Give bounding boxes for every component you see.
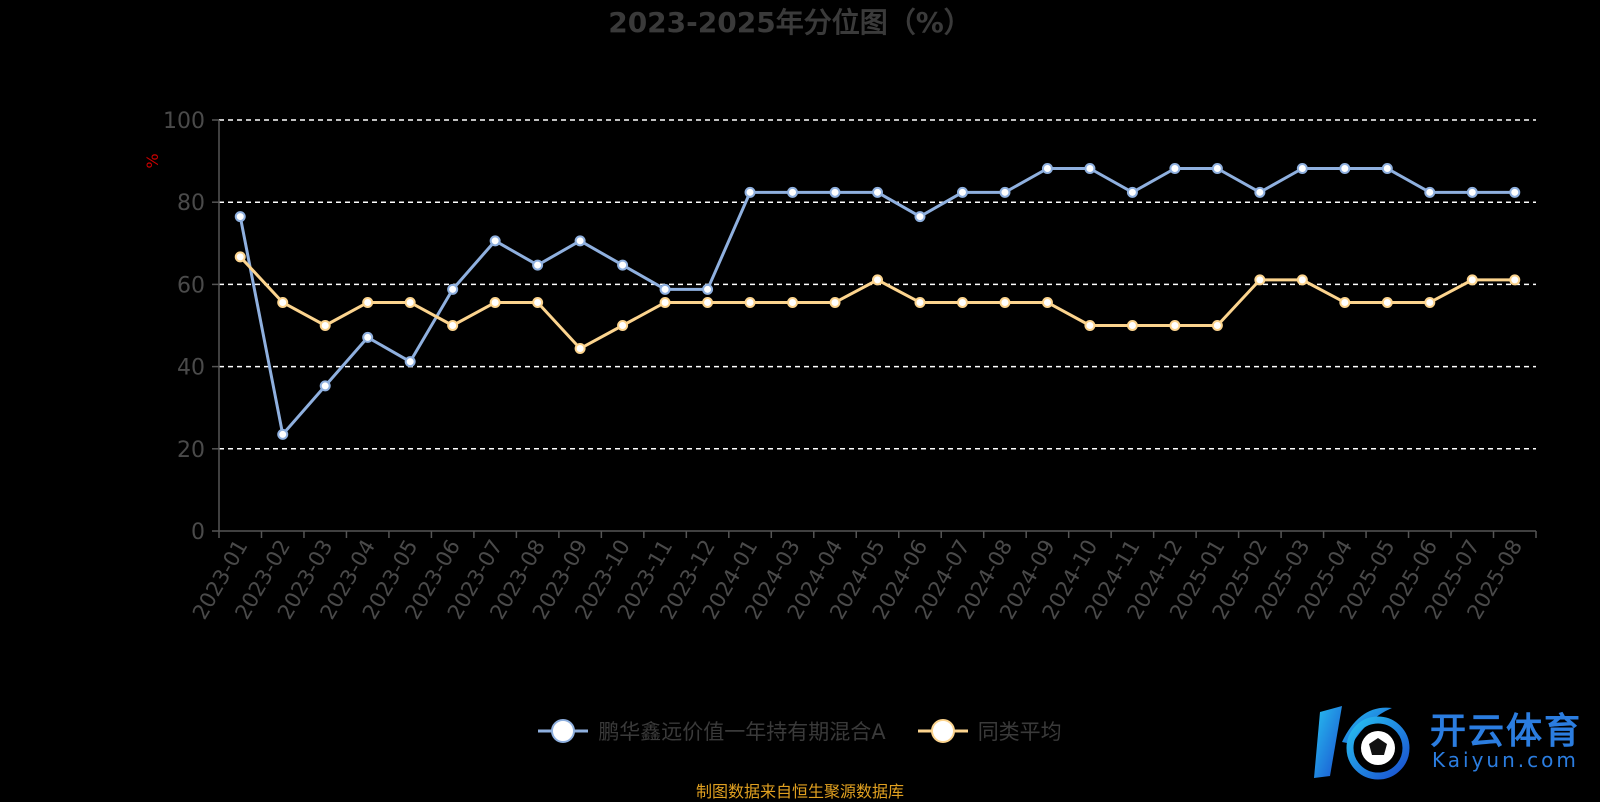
data-point	[872, 274, 883, 286]
data-point	[829, 296, 841, 308]
data-point	[532, 296, 544, 308]
legend-label-series-1: 鹏华鑫远价值一年持有期混合A	[598, 720, 886, 744]
legend-marker-series-1-icon	[538, 719, 589, 743]
data-point	[872, 186, 883, 198]
data-point	[744, 186, 756, 198]
data-point	[234, 251, 246, 263]
legend-label-series-2: 同类平均	[977, 720, 1062, 744]
data-point	[956, 296, 968, 308]
legend-marker-series-2-icon	[917, 719, 968, 743]
data-point	[319, 380, 331, 392]
data-point	[1126, 186, 1138, 198]
data-point	[1339, 296, 1351, 308]
data-point	[404, 296, 416, 308]
legend-item-series-2[interactable]: 同类平均	[917, 716, 1062, 746]
data-point	[1509, 186, 1521, 198]
chart-title: 2023-2025年分位图（%）	[608, 6, 972, 39]
data-point	[1424, 186, 1436, 198]
data-point	[447, 283, 459, 295]
data-point	[1466, 186, 1478, 198]
data-point	[1466, 274, 1478, 286]
data-point	[1509, 274, 1521, 286]
data-point	[1296, 162, 1308, 174]
data-point	[319, 320, 331, 331]
data-point	[234, 211, 246, 223]
data-point	[744, 296, 756, 308]
kaiyun-ball-icon	[1314, 706, 1410, 780]
data-point	[532, 259, 544, 271]
data-point	[617, 259, 629, 271]
logo-subtext: Kaiyun.com	[1432, 748, 1579, 772]
data-point	[829, 186, 841, 198]
legend: 鹏华鑫远价值一年持有期混合A 同类平均	[0, 716, 1600, 746]
data-point	[999, 186, 1011, 198]
data-point	[362, 331, 374, 343]
data-point	[1126, 320, 1138, 331]
data-point	[404, 356, 416, 368]
y-axis-label: %	[143, 153, 162, 168]
data-source-note: 制图数据来自恒生聚源数据库	[695, 782, 904, 801]
series-lines	[234, 162, 1521, 440]
data-point	[999, 296, 1011, 308]
data-point	[1254, 186, 1266, 198]
data-point	[1211, 162, 1223, 174]
data-point	[574, 235, 586, 247]
y-tick-label: 0	[191, 520, 205, 545]
data-point	[787, 186, 799, 198]
data-point	[659, 283, 671, 295]
data-point	[1211, 320, 1223, 331]
data-point	[1169, 162, 1181, 174]
y-tick-label: 80	[177, 191, 205, 216]
data-point	[1296, 274, 1308, 286]
data-point	[1169, 320, 1181, 331]
data-point	[489, 235, 501, 247]
data-point	[914, 211, 926, 223]
y-tick-label: 20	[177, 438, 205, 463]
legend-item-series-1[interactable]: 鹏华鑫远价值一年持有期混合A	[538, 716, 886, 746]
data-point	[1339, 162, 1351, 174]
data-point	[1381, 296, 1393, 308]
data-point	[914, 296, 926, 308]
data-point	[1424, 296, 1436, 308]
data-point	[1381, 162, 1393, 174]
series-1	[234, 162, 1521, 440]
data-point	[787, 296, 799, 308]
data-point	[1254, 274, 1266, 286]
data-point	[277, 296, 289, 308]
data-point	[956, 186, 968, 198]
data-point	[277, 428, 289, 440]
data-point	[447, 320, 459, 331]
data-point	[1084, 320, 1096, 331]
data-point	[574, 343, 586, 355]
series-line-2	[239, 255, 1515, 351]
y-tick-label: 40	[177, 356, 205, 381]
series-line-1	[238, 166, 1515, 436]
data-point	[659, 296, 671, 308]
logo-text: 开云体育	[1430, 711, 1583, 752]
data-point	[702, 283, 714, 295]
data-point	[617, 320, 629, 331]
data-point	[1084, 162, 1096, 174]
data-point	[489, 296, 501, 308]
data-point	[1041, 162, 1053, 174]
data-point	[702, 296, 714, 308]
series-2	[234, 251, 1521, 355]
y-tick-label: 60	[177, 273, 205, 298]
data-point	[1041, 296, 1053, 308]
data-point	[362, 296, 374, 308]
kaiyun-logo[interactable]: 开云体育 Kaiyun.com	[1312, 698, 1592, 784]
y-tick-label: 100	[163, 109, 205, 134]
